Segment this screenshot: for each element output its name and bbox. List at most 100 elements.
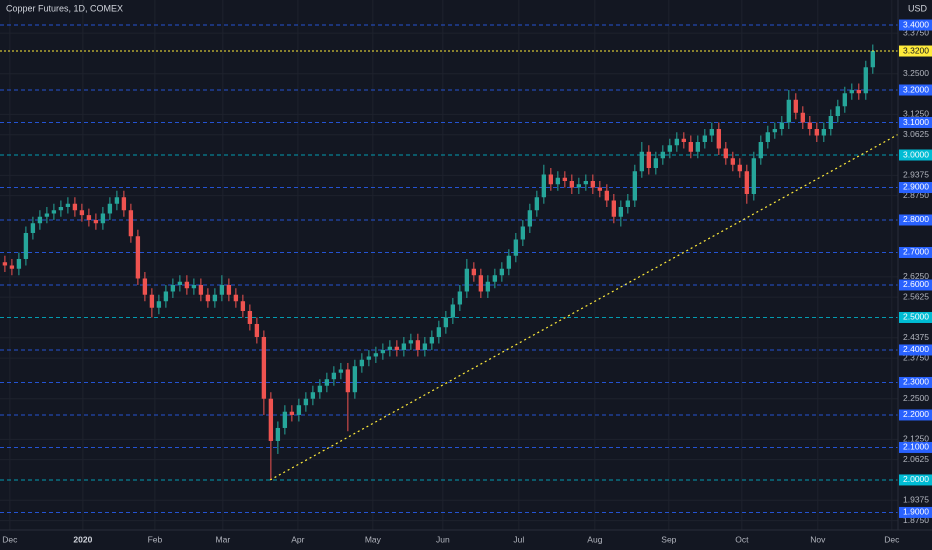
candle-body bbox=[737, 164, 742, 172]
level-label: 2.0000 bbox=[903, 474, 929, 484]
level-label-box bbox=[899, 474, 932, 486]
candle-body bbox=[779, 122, 784, 130]
level-label: 2.4000 bbox=[903, 344, 929, 354]
x-tick-label: Jul bbox=[513, 534, 524, 544]
candle-body bbox=[723, 148, 728, 159]
candle-body bbox=[254, 323, 260, 337]
candle-body bbox=[793, 99, 798, 113]
level-label: 2.2000 bbox=[903, 409, 929, 419]
candle-body bbox=[275, 427, 281, 441]
candle-body bbox=[261, 336, 267, 399]
chart-title: Copper Futures, 1D, COMEX bbox=[6, 3, 123, 13]
candle-body bbox=[100, 213, 106, 224]
grid-layer bbox=[0, 0, 898, 530]
candle-layer bbox=[0, 44, 898, 481]
candle-body bbox=[625, 200, 630, 207]
x-tick-label: Dec bbox=[2, 534, 18, 544]
candle-body bbox=[338, 369, 344, 373]
level-label: 3.0000 bbox=[903, 149, 929, 159]
candle-body bbox=[835, 106, 840, 117]
candle-body bbox=[597, 187, 603, 191]
candle-body bbox=[478, 275, 484, 292]
level-label-box bbox=[899, 344, 932, 356]
candle-body bbox=[324, 379, 330, 386]
level-label-box bbox=[899, 279, 932, 291]
level-label: 2.8000 bbox=[903, 214, 929, 224]
candle-body bbox=[569, 180, 575, 188]
candle-body bbox=[702, 135, 707, 143]
candle-body bbox=[380, 349, 386, 354]
candle-body bbox=[443, 317, 449, 328]
candle-body bbox=[485, 281, 491, 292]
candle-body bbox=[9, 265, 15, 269]
candle-body bbox=[247, 310, 253, 324]
level-label-box bbox=[899, 441, 932, 453]
candle-body bbox=[730, 158, 735, 165]
candle-body bbox=[37, 216, 43, 224]
y-tick-label: 2.6250 bbox=[903, 271, 929, 281]
level-label-box bbox=[899, 409, 932, 421]
candle-body bbox=[681, 138, 686, 143]
candle-body bbox=[709, 129, 714, 136]
level-label-box bbox=[899, 506, 932, 518]
candle-body bbox=[632, 171, 637, 201]
candle-body bbox=[506, 255, 512, 269]
candle-body bbox=[513, 239, 519, 256]
candle-body bbox=[310, 392, 316, 399]
level-label: 2.5000 bbox=[903, 312, 929, 322]
candle-body bbox=[296, 405, 302, 415]
candle-body bbox=[212, 294, 218, 302]
candle-body bbox=[303, 398, 309, 406]
x-tick-label: 2020 bbox=[73, 534, 92, 544]
candle-body bbox=[828, 116, 833, 130]
level-label: 2.9000 bbox=[903, 182, 929, 192]
candle-body bbox=[548, 174, 554, 185]
candle-body bbox=[191, 284, 197, 289]
y-tick-label: 3.3750 bbox=[903, 27, 929, 37]
candle-body bbox=[142, 278, 148, 295]
level-label: 2.6000 bbox=[903, 279, 929, 289]
level-label-box bbox=[899, 376, 932, 388]
candle-body bbox=[58, 206, 64, 211]
y-tick-label: 2.3750 bbox=[903, 352, 929, 362]
y-tick-label: 3.0625 bbox=[903, 129, 929, 139]
candle-body bbox=[688, 142, 693, 152]
candle-body bbox=[436, 327, 442, 337]
y-tick-label: 2.1250 bbox=[903, 434, 929, 444]
candle-body bbox=[170, 284, 176, 292]
level-label-box bbox=[899, 19, 932, 31]
candle-body bbox=[219, 284, 225, 295]
trendline bbox=[269, 133, 898, 481]
candle-body bbox=[856, 90, 861, 94]
candle-body bbox=[814, 129, 819, 136]
candle-body bbox=[765, 132, 770, 143]
candle-body bbox=[576, 184, 582, 188]
x-tick-label: Jun bbox=[436, 534, 450, 544]
y-tick-label: 2.9375 bbox=[903, 170, 929, 180]
candle-body bbox=[401, 343, 407, 350]
price-label: 3.3200 bbox=[903, 45, 929, 55]
candle-body bbox=[758, 142, 763, 159]
candle-body bbox=[429, 336, 435, 344]
x-tick-label: Apr bbox=[291, 534, 304, 544]
candle-body bbox=[639, 151, 644, 172]
candle-body bbox=[79, 210, 85, 216]
candle-body bbox=[93, 219, 99, 224]
candle-body bbox=[72, 203, 78, 211]
price-label-box bbox=[899, 45, 932, 57]
candle-body bbox=[660, 151, 665, 159]
level-label: 3.4000 bbox=[903, 19, 929, 29]
candle-body bbox=[583, 180, 589, 185]
candle-body bbox=[394, 346, 400, 350]
candle-body bbox=[450, 304, 456, 318]
x-tick-label: Nov bbox=[810, 534, 826, 544]
candle-body bbox=[387, 346, 393, 350]
candle-body bbox=[156, 301, 162, 308]
candle-body bbox=[471, 268, 477, 276]
candle-body bbox=[415, 340, 421, 350]
candle-body bbox=[499, 268, 505, 276]
x-tick-label: Dec bbox=[884, 534, 900, 544]
y-tick-label: 2.5625 bbox=[903, 291, 929, 301]
candle-body bbox=[366, 356, 372, 360]
level-label: 2.3000 bbox=[903, 377, 929, 387]
